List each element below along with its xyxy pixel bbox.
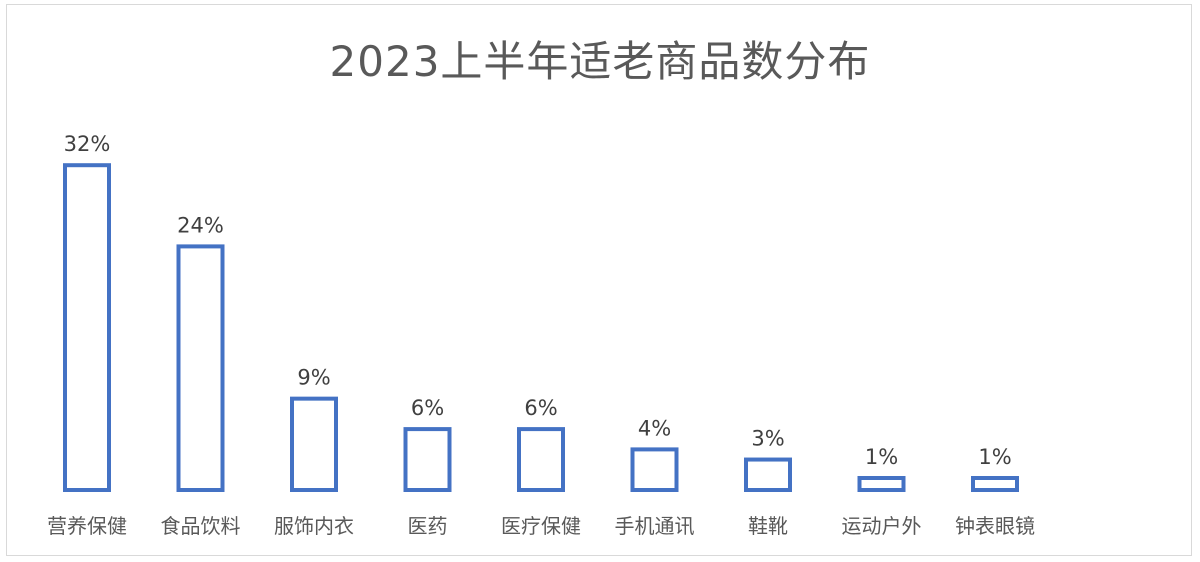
bar-9 (971, 476, 1019, 492)
bar-4 (403, 427, 452, 493)
data-label-1: 32% (64, 132, 111, 156)
data-label-5: 6% (524, 396, 557, 420)
data-label-2: 24% (177, 213, 224, 237)
bar-1 (63, 163, 111, 492)
data-label-9: 1% (978, 445, 1011, 469)
category-label-2: 食品饮料 (161, 514, 241, 538)
category-label-1: 营养保健 (47, 514, 127, 538)
category-label-3: 服饰内衣 (274, 514, 354, 538)
chart-title: 2023上半年适老商品数分布 (329, 37, 871, 86)
bar-7 (744, 457, 792, 492)
bar-6 (630, 447, 679, 492)
data-label-8: 1% (865, 445, 898, 469)
bar-2 (176, 244, 225, 492)
category-label-5: 医疗保健 (501, 514, 581, 538)
data-label-3: 9% (297, 366, 330, 390)
bar-8 (857, 476, 906, 492)
category-label-6: 手机通讯 (615, 514, 695, 538)
bar-3 (290, 396, 338, 492)
data-label-7: 3% (751, 427, 784, 451)
category-label-9: 钟表眼镜 (955, 514, 1035, 538)
data-label-6: 4% (638, 416, 671, 440)
bar-5 (517, 427, 565, 493)
category-label-4: 医药 (408, 514, 448, 538)
category-label-7: 鞋靴 (748, 514, 788, 538)
category-label-8: 运动户外 (842, 514, 922, 538)
data-label-4: 6% (411, 396, 444, 420)
